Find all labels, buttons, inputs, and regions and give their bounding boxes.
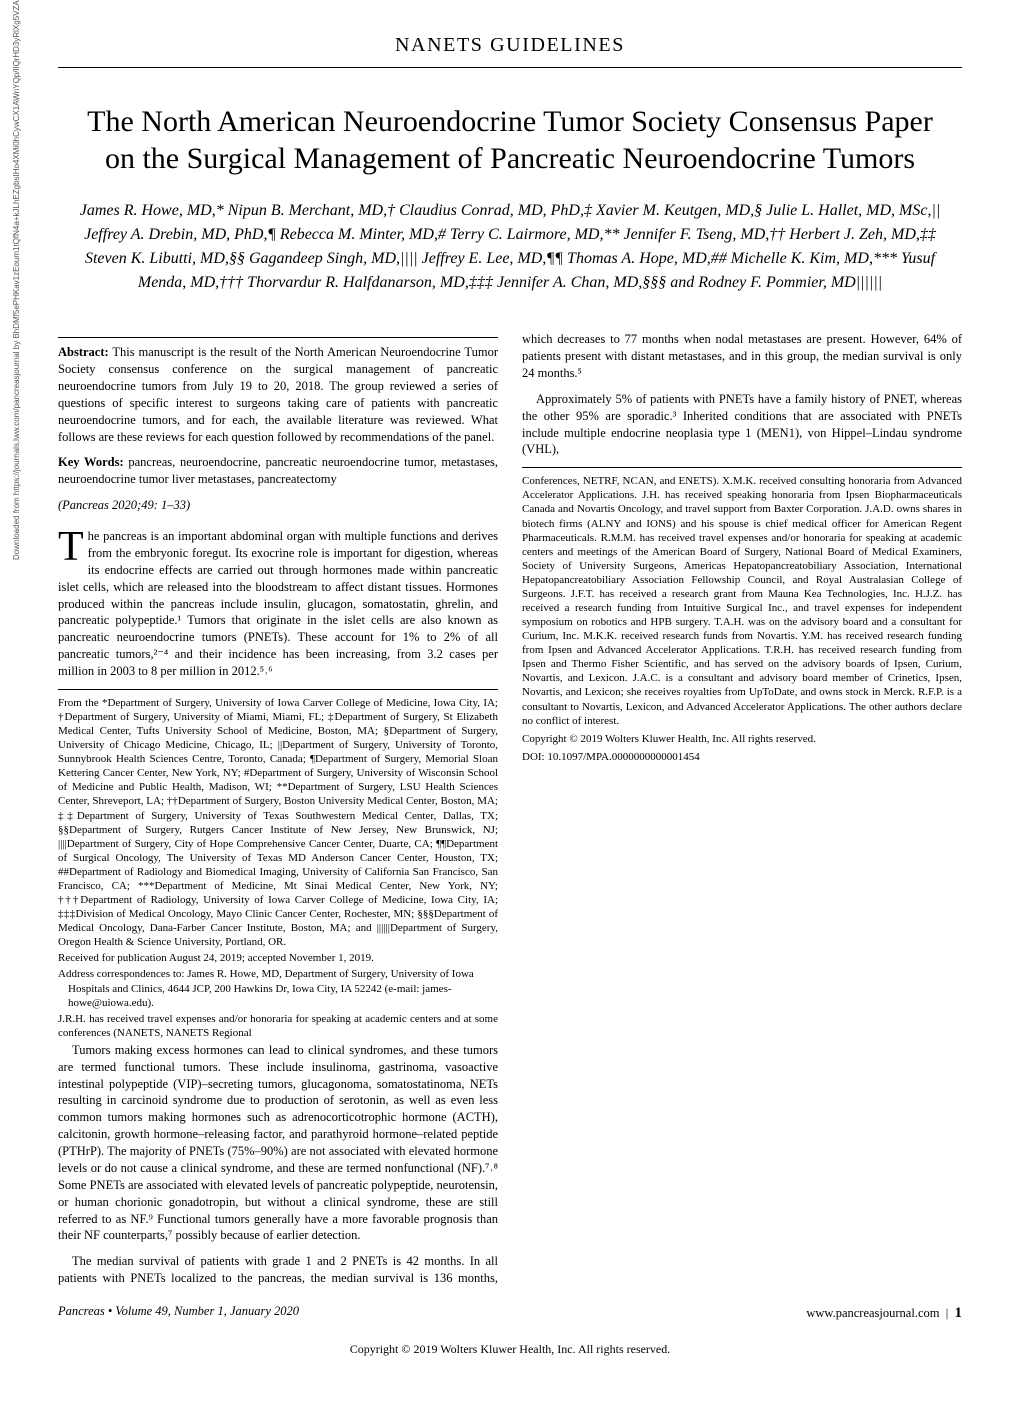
copyright-line: Copyright © 2019 Wolters Kluwer Health, …	[522, 732, 962, 746]
correspondence: Address correspondences to: James R. How…	[58, 967, 498, 1009]
intro-para-2: Tumors making excess hormones can lead t…	[58, 1042, 498, 1245]
body-columns: Abstract: This manuscript is the result …	[58, 331, 962, 1289]
page-number: 1	[955, 1305, 963, 1321]
footer-right: www.pancreasjournal.com | 1	[806, 1303, 962, 1323]
abstract-text: This manuscript is the result of the Nor…	[58, 345, 498, 443]
abstract-label: Abstract:	[58, 345, 109, 359]
bottom-copyright: Copyright © 2019 Wolters Kluwer Health, …	[58, 1341, 962, 1357]
citation-text: (Pancreas 2020;49: 1–33)	[58, 498, 190, 512]
download-watermark: Downloaded from https://journals.lww.com…	[12, 0, 23, 560]
received-dates: Received for publication August 24, 2019…	[58, 951, 498, 965]
doi: DOI: 10.1097/MPA.0000000000001454	[522, 750, 962, 764]
conflict-of-interest-2: Conferences, NETRF, NCAN, and ENETS). X.…	[522, 474, 962, 727]
author-list: James R. Howe, MD,* Nipun B. Merchant, M…	[68, 199, 952, 295]
keywords-text: pancreas, neuroendocrine, pancreatic neu…	[58, 455, 498, 486]
section-header: NANETS GUIDELINES	[58, 32, 962, 68]
abstract: Abstract: This manuscript is the result …	[58, 344, 498, 445]
page-footer: Pancreas • Volume 49, Number 1, January …	[58, 1303, 962, 1323]
affiliations-text: From the *Department of Surgery, Univers…	[58, 696, 498, 949]
rule	[522, 467, 962, 468]
coi-block-2: Conferences, NETRF, NCAN, and ENETS). X.…	[522, 474, 962, 764]
rule	[58, 689, 498, 690]
keywords-label: Key Words:	[58, 455, 124, 469]
rule	[58, 337, 498, 338]
keywords: Key Words: pancreas, neuroendocrine, pan…	[58, 454, 498, 488]
intro-para-4: Approximately 5% of patients with PNETs …	[522, 391, 962, 459]
intro-para-1: The pancreas is an important abdominal o…	[58, 528, 498, 680]
footer-url: www.pancreasjournal.com	[806, 1306, 939, 1320]
affiliations: From the *Department of Surgery, Univers…	[58, 696, 498, 1040]
article-title: The North American Neuroendocrine Tumor …	[72, 104, 948, 177]
citation: (Pancreas 2020;49: 1–33)	[58, 497, 498, 514]
conflict-of-interest-1: J.R.H. has received travel expenses and/…	[58, 1012, 498, 1040]
footer-left: Pancreas • Volume 49, Number 1, January …	[58, 1303, 299, 1323]
